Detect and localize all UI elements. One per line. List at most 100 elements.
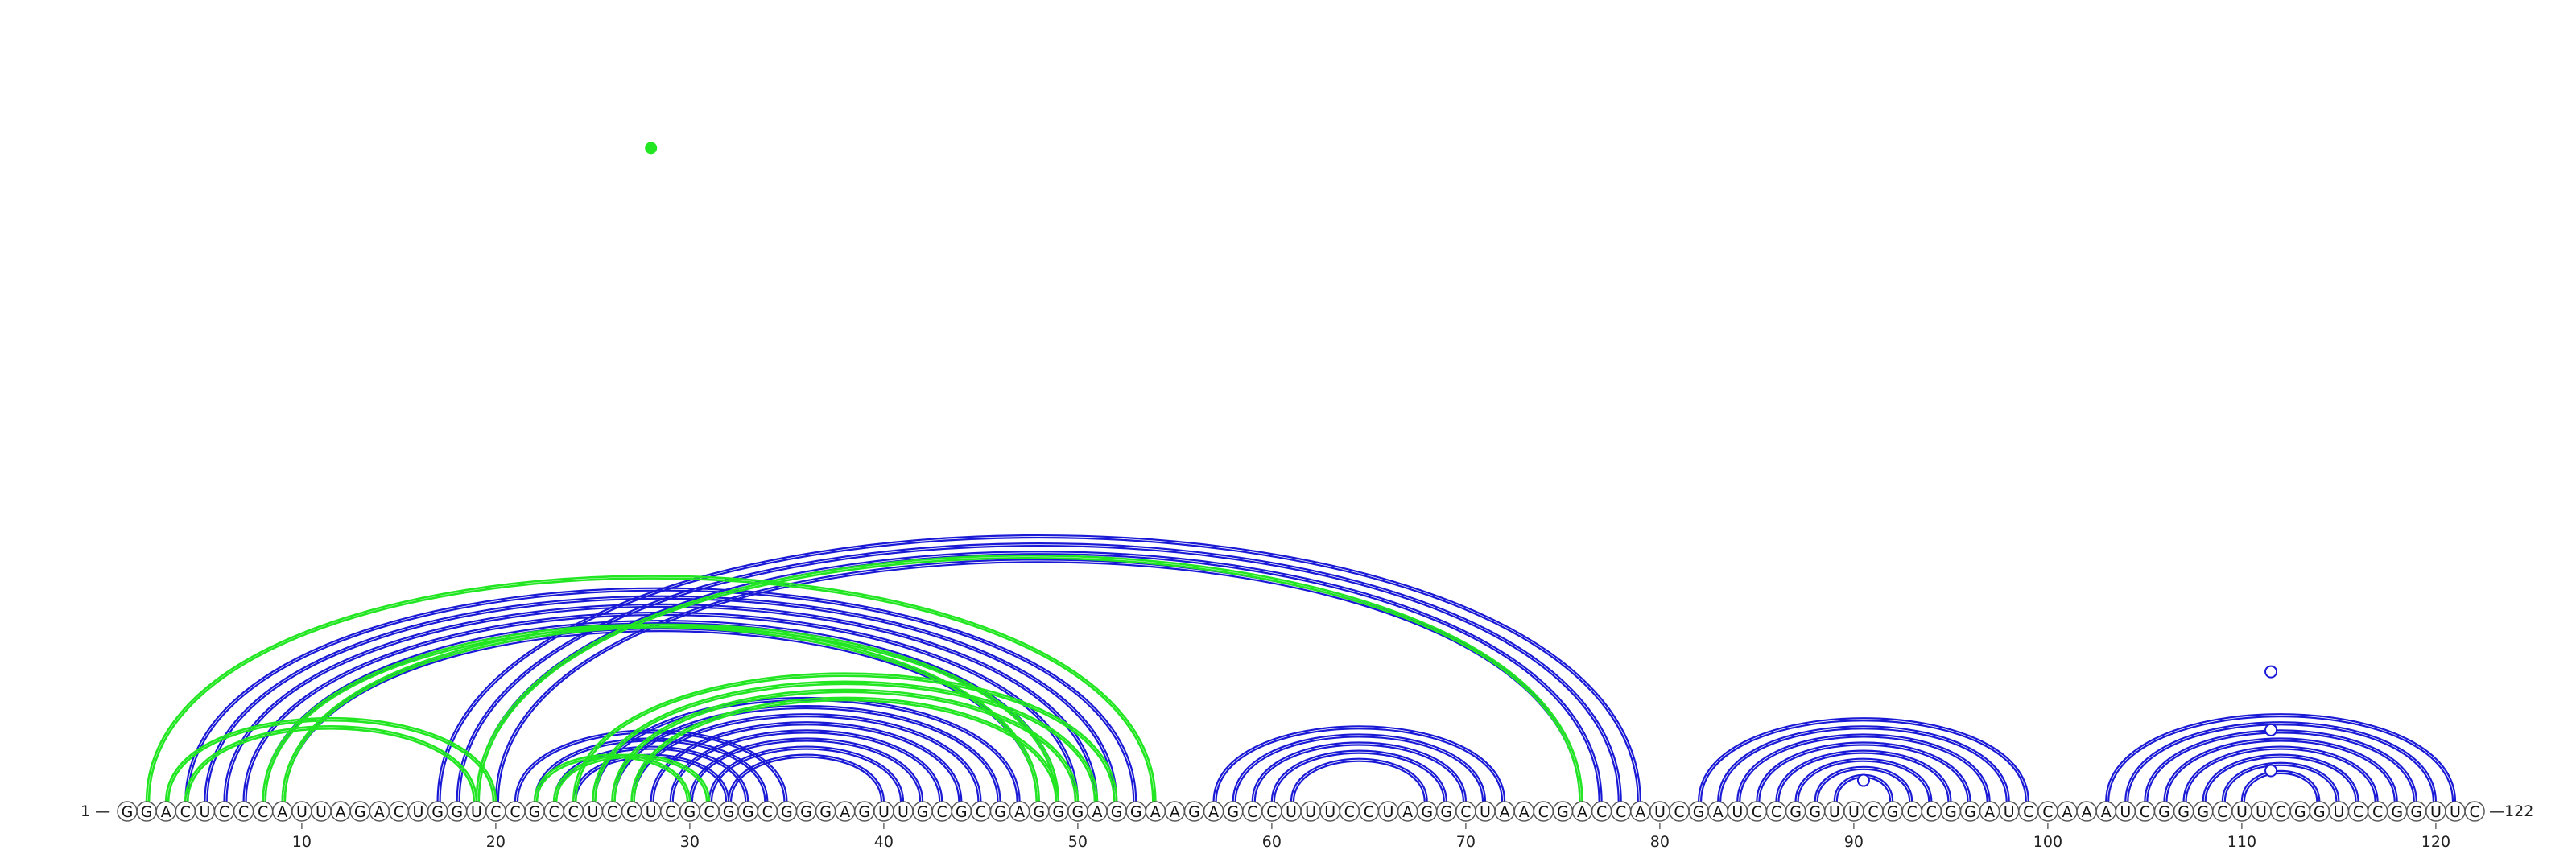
nucleotide-37-letter: G: [819, 803, 832, 821]
nucleotide-52-letter: G: [1111, 803, 1123, 821]
blue-arc-58-71: [1232, 733, 1487, 802]
green-arc-19-76: [475, 555, 1583, 802]
nucleotide-16-letter: U: [413, 803, 424, 821]
nucleotide-12-letter: A: [336, 803, 346, 821]
nucleotide-51-letter: A: [1092, 803, 1103, 821]
nucleotide-34-letter: C: [762, 803, 773, 821]
blue-arc-83-98: [1717, 725, 2010, 802]
nucleotide-92-letter: G: [1887, 803, 1899, 821]
nucleotide-44-letter: G: [956, 803, 968, 821]
nucleotide-19-letter: U: [471, 803, 482, 821]
nucleotide-35-letter: G: [781, 803, 793, 821]
nucleotide-81-letter: C: [1674, 803, 1684, 821]
tick-label-100: 100: [2033, 833, 2062, 851]
nucleotide-119-letter: G: [2410, 803, 2422, 821]
blue-arc-4-53-inner: [187, 589, 1135, 802]
blue-arc-110-114-inner: [2243, 772, 2318, 802]
nucleotide-18-letter: G: [451, 803, 463, 821]
blue-arc-87-94-inner: [1797, 760, 1930, 802]
nucleotide-91-letter: C: [1868, 803, 1878, 821]
blue-arc-32-40-inner: [730, 756, 882, 802]
nucleotide-4-letter: C: [180, 803, 191, 821]
nucleotide-28-letter: U: [646, 803, 657, 821]
green-arc-19-76-inner: [477, 557, 1581, 802]
nucleotide-75-letter: G: [1557, 803, 1569, 821]
blue-arc-17-79-inner: [439, 537, 1639, 802]
nucleotide-118-letter: G: [2391, 803, 2403, 821]
blue-arc-61-68-inner: [1292, 760, 1426, 802]
blue-arc-30-42-inner: [691, 740, 922, 802]
green-arc-4-19-inner: [187, 728, 476, 802]
green-arc-2-54-inner: [147, 577, 1154, 802]
green-arc-23-31-inner: [555, 756, 708, 802]
blue-arc-85-96: [1756, 741, 1971, 802]
blue-arc-17-79: [436, 534, 1641, 802]
blue-arc-106-118: [2163, 737, 2398, 802]
nucleotide-79-letter: A: [1635, 803, 1645, 821]
nucleotide-86-letter: C: [1771, 803, 1781, 821]
blue-arc-57-72-inner: [1215, 728, 1504, 802]
nucleotide-87-letter: G: [1790, 803, 1802, 821]
green-arc-27-49-inner: [633, 699, 1058, 802]
nucleotide-3-letter: A: [161, 803, 171, 821]
nucleotide-90-letter: U: [1848, 803, 1860, 821]
nucleotide-58-letter: G: [1227, 803, 1239, 821]
green-arc-26-50: [611, 688, 1080, 802]
nucleotide-38-letter: A: [840, 803, 850, 821]
blue-arc-layer: [184, 534, 2457, 802]
nucleotide-89-letter: U: [1829, 803, 1840, 821]
blue-arc-5-52: [204, 595, 1118, 802]
blue-arc-84-97: [1736, 733, 1991, 802]
blue-arc-32-40: [728, 753, 885, 802]
blue-arc-108-116-inner: [2204, 756, 2357, 802]
nucleotide-115-letter: U: [2333, 803, 2344, 821]
nucleotide-78-letter: C: [1616, 803, 1626, 821]
nucleotide-83-letter: A: [1713, 803, 1724, 821]
tick-label-120: 120: [2421, 833, 2450, 851]
blue-arc-29-43: [669, 729, 943, 802]
tick-label-20: 20: [486, 833, 506, 851]
blue-arc-31-41-inner: [710, 748, 902, 802]
green-arc-27-49: [630, 696, 1060, 802]
nucleotide-112-letter: C: [2275, 803, 2285, 821]
nucleotide-23-letter: C: [549, 803, 559, 821]
nucleotide-104-letter: U: [2120, 803, 2131, 821]
tick-label-80: 80: [1650, 833, 1670, 851]
nucleotide-59-letter: C: [1247, 803, 1257, 821]
green-marker-1: [645, 142, 658, 155]
nucleotide-100-letter: C: [2042, 803, 2053, 821]
nucleotide-105-letter: C: [2140, 803, 2150, 821]
blue-arc-106-118-inner: [2165, 740, 2396, 802]
position-axis: 10 20 30 40 50 60 70 80 90 100 110 120: [292, 823, 2450, 851]
nucleotide-7-letter: C: [238, 803, 249, 821]
nucleotide-122-letter: C: [2469, 803, 2479, 821]
green-arc-22-30: [533, 753, 691, 802]
nucleotide-82-letter: G: [1693, 803, 1705, 821]
nucleotide-61-letter: U: [1286, 803, 1297, 821]
blue-arc-84-97-inner: [1739, 736, 1988, 802]
blue-marker-4: [2264, 665, 2278, 679]
blue-arc-4-53: [184, 587, 1137, 802]
green-arc-layer: [145, 555, 1583, 802]
blue-arc-5-52-inner: [206, 597, 1116, 802]
blue-arc-86-95-inner: [1777, 752, 1950, 802]
blue-arc-87-94: [1794, 757, 1933, 802]
nucleotide-99-letter: C: [2023, 803, 2033, 821]
blue-arc-105-119-inner: [2146, 732, 2415, 802]
blue-arc-6-51-inner: [225, 605, 1096, 802]
blue-arc-57-72: [1212, 725, 1506, 802]
nucleotide-114-letter: G: [2314, 803, 2326, 821]
nucleotide-65-letter: C: [1364, 803, 1374, 821]
green-arc-24-52: [572, 672, 1118, 802]
nucleotide-68-letter: G: [1421, 803, 1433, 821]
blue-arc-60-69: [1270, 749, 1447, 802]
nucleotide-55-letter: A: [1170, 803, 1180, 821]
nucleotide-96-letter: G: [1964, 803, 1976, 821]
nucleotide-5-letter: U: [199, 803, 210, 821]
blue-arc-110-114: [2240, 769, 2321, 802]
nucleotide-54-letter: A: [1150, 803, 1161, 821]
nucleotide-30-letter: G: [684, 803, 696, 821]
nucleotide-80-letter: U: [1654, 803, 1666, 821]
nucleotide-74-letter: C: [1538, 803, 1549, 821]
